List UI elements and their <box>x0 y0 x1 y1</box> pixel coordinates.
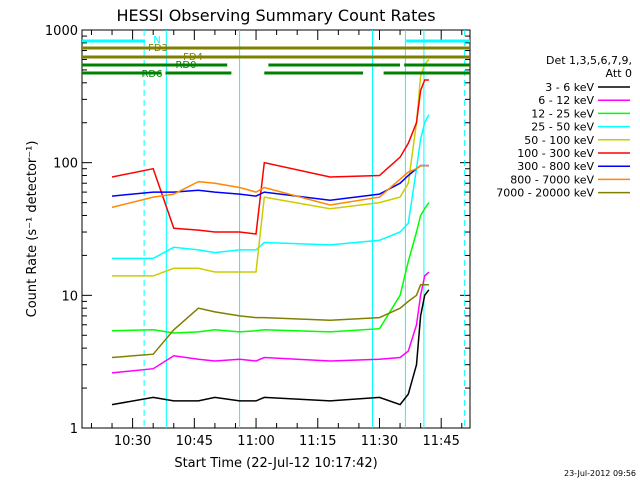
legend-label: 7000 - 20000 keV <box>496 187 594 200</box>
series-line-1 <box>111 271 430 374</box>
x-tick-label: 11:15 <box>299 434 336 449</box>
series-line-2 <box>111 202 430 334</box>
series-line-3 <box>112 114 430 260</box>
series-line-5 <box>111 79 429 235</box>
legend-label: 25 - 50 keV <box>531 121 594 134</box>
legend-header: Det 1,3,5,6,7,9, <box>546 54 632 67</box>
legend-label: 3 - 6 keV <box>545 81 594 94</box>
interval-markers <box>143 30 466 428</box>
y-tick-label: 1000 <box>45 24 78 39</box>
flag-bar-label: N <box>153 35 160 46</box>
y-tick-label: 10 <box>61 289 78 304</box>
footer-timestamp: 23-Jul-2012 09:56 <box>564 469 636 478</box>
legend-label: 12 - 25 keV <box>531 107 594 120</box>
chart-title: HESSI Observing Summary Count Rates <box>116 6 435 25</box>
y-tick-label: 1 <box>70 422 78 437</box>
plot-frame <box>81 29 471 429</box>
x-tick-label: 11:00 <box>237 434 274 449</box>
series-line-7 <box>111 164 429 209</box>
legend-label: 50 - 100 keV <box>524 134 594 147</box>
y-axis-ticks: 1 10 100 1000 <box>45 24 470 437</box>
y-axis-label: Count Rate (s⁻¹ detector⁻¹) <box>25 141 40 318</box>
x-tick-label: 10:30 <box>114 434 151 449</box>
x-axis-label: Start Time (22-Jul-12 10:17:42) <box>174 456 377 471</box>
series-lines <box>111 58 430 406</box>
flag-bar-label: RD0 <box>175 60 196 71</box>
x-axis-ticks: 10:30 10:45 11:00 11:15 11:30 11:45 <box>90 30 463 449</box>
legend-label: 800 - 7000 keV <box>510 173 594 186</box>
series-line-4 <box>112 58 430 277</box>
series-line-0 <box>111 289 430 406</box>
x-tick-label: 10:45 <box>176 434 213 449</box>
legend-label: 6 - 12 keV <box>538 94 594 107</box>
flag-bar-label: FD4 <box>183 52 203 63</box>
x-tick-label: 11:30 <box>361 434 398 449</box>
y-tick-label: 100 <box>53 157 78 172</box>
x-tick-label: 11:45 <box>422 434 459 449</box>
legend-header: Att 0 <box>606 67 632 80</box>
legend-label: 100 - 300 keV <box>517 147 594 160</box>
legend-label: 300 - 800 keV <box>517 160 594 173</box>
series-line-8 <box>111 284 429 359</box>
flag-bar-label: RD6 <box>141 69 162 80</box>
flag-bar-label: FD3 <box>148 43 168 54</box>
